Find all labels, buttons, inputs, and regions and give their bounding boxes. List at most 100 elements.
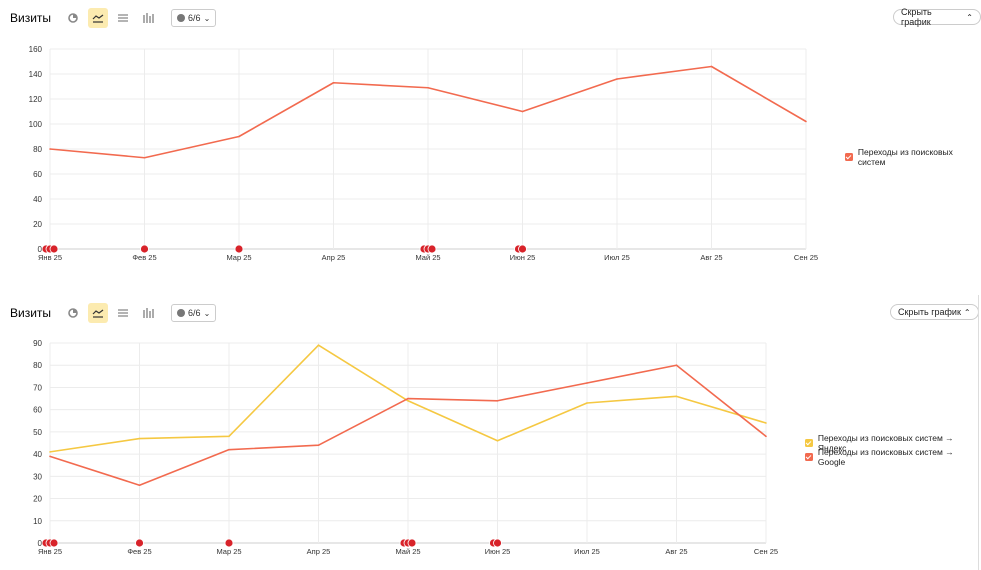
- comment-icon: [177, 14, 186, 22]
- y-tick-label: 70: [33, 383, 42, 392]
- x-tick-label: Июн 25: [485, 547, 511, 556]
- legend-checkbox-icon[interactable]: [805, 453, 813, 461]
- data-point: [496, 439, 499, 442]
- annotation-marker-icon[interactable]: [234, 244, 244, 254]
- data-point: [49, 148, 51, 150]
- data-point: [675, 395, 678, 398]
- legend-item[interactable]: Переходы из поисковых систем: [845, 147, 981, 167]
- x-tick-label: Фев 25: [132, 253, 156, 262]
- hide-chart-button[interactable]: Скрыть график ⌃: [893, 7, 981, 27]
- x-tick-label: Апр 25: [307, 547, 331, 556]
- annotation-marker-icon[interactable]: [493, 538, 502, 548]
- data-point: [49, 455, 51, 458]
- data-point: [805, 120, 807, 123]
- pie-chart-icon[interactable]: [63, 8, 83, 28]
- y-tick-label: 0: [38, 245, 43, 254]
- hide-chart-label: Скрыть график: [898, 307, 961, 317]
- segments-count: 6/6: [188, 308, 201, 318]
- y-tick-label: 80: [33, 145, 42, 154]
- annotation-marker-icon[interactable]: [518, 244, 527, 254]
- chart-svg-2: 0 10 20 30 40 50 60 70 80 90 Янв 25 Фев 25 Мар 25 Апр…: [33, 339, 778, 556]
- annotation-marker-icon[interactable]: [135, 538, 144, 548]
- data-point: [427, 86, 429, 89]
- x-tick-label: Сен 25: [754, 547, 778, 556]
- pie-chart-icon[interactable]: [63, 303, 83, 323]
- y-tick-label: 90: [33, 339, 42, 348]
- x-tick-label: Июн 25: [510, 253, 536, 262]
- y-tick-label: 120: [29, 95, 43, 104]
- segments-dropdown[interactable]: 6/6 ⌄: [171, 9, 217, 27]
- y-tick-label: 10: [33, 517, 42, 526]
- bar-chart-icon[interactable]: [138, 303, 158, 323]
- data-point: [765, 435, 767, 438]
- hide-chart-button[interactable]: Скрыть график ⌃: [890, 304, 979, 320]
- y-tick-label: 0: [38, 539, 43, 548]
- hide-chart-label: Скрыть график: [901, 7, 932, 27]
- x-tick-label: Мар 25: [216, 547, 241, 556]
- chart-svg-1: 0 20 40 60 80 100 120 140 160 Янв 25 Фев 25 Мар 25 А…: [29, 45, 818, 262]
- x-tick-label: Авг 25: [700, 253, 722, 262]
- data-point: [332, 81, 335, 84]
- y-tick-label: 80: [33, 361, 42, 370]
- segments-count: 6/6: [188, 13, 201, 23]
- data-point: [238, 135, 240, 138]
- chevron-down-icon: ⌄: [203, 308, 211, 318]
- legend-checkbox-icon[interactable]: [845, 153, 853, 161]
- x-tick-label: Май 25: [415, 253, 440, 262]
- x-tick-label: Мар 25: [226, 253, 251, 262]
- right-divider: [978, 295, 979, 570]
- data-point: [317, 344, 320, 347]
- chevron-down-icon: ⌄: [203, 13, 211, 23]
- y-tick-label: 100: [29, 120, 43, 129]
- data-point: [407, 399, 409, 402]
- data-point: [228, 435, 230, 438]
- data-point: [675, 364, 678, 367]
- chart-legend: Переходы из поисковых систем: [845, 147, 981, 167]
- x-tick-label: Апр 25: [322, 253, 346, 262]
- y-tick-label: 50: [33, 428, 42, 437]
- chevron-up-icon: ⌃: [966, 12, 973, 22]
- data-point: [317, 444, 320, 447]
- line-chart-icon[interactable]: [88, 303, 109, 323]
- annotation-marker-icon[interactable]: [140, 244, 149, 254]
- comment-icon: [177, 309, 186, 317]
- y-tick-label: 160: [29, 45, 43, 54]
- x-tick-label: Сен 25: [794, 253, 818, 262]
- x-tick-label: Янв 25: [38, 547, 62, 556]
- legend-checkbox-icon[interactable]: [805, 439, 813, 447]
- chevron-up-icon: ⌃: [963, 307, 971, 317]
- chart-title: Визиты: [10, 306, 52, 320]
- data-point: [586, 382, 588, 384]
- data-point: [407, 397, 409, 400]
- data-point: [765, 422, 767, 424]
- data-point: [496, 399, 499, 402]
- data-point: [143, 156, 146, 159]
- data-point: [138, 484, 141, 487]
- bar-chart-icon[interactable]: [138, 8, 158, 28]
- data-point: [49, 451, 51, 453]
- segments-dropdown[interactable]: 6/6 ⌄: [171, 304, 217, 322]
- y-tick-label: 40: [33, 195, 42, 204]
- y-tick-label: 40: [33, 450, 42, 459]
- annotation-marker-icon[interactable]: [49, 538, 59, 548]
- annotation-marker-icon[interactable]: [49, 244, 59, 254]
- chart-toolbar: Визиты 6/6 ⌄: [10, 8, 217, 28]
- area-chart-icon[interactable]: [113, 303, 133, 323]
- x-tick-label: Авг 25: [665, 547, 687, 556]
- x-tick-label: Янв 25: [38, 253, 62, 262]
- chart-toolbar: Визиты 6/6 ⌄: [10, 303, 217, 323]
- area-chart-icon[interactable]: [113, 8, 133, 28]
- annotation-marker-icon[interactable]: [407, 538, 417, 548]
- data-point: [138, 437, 141, 440]
- legend-item[interactable]: Переходы из поисковых систем → Яндекс: [805, 433, 981, 453]
- x-tick-label: Июл 25: [604, 253, 630, 262]
- data-point: [228, 448, 230, 451]
- y-tick-label: 60: [33, 170, 42, 179]
- line-chart-icon[interactable]: [88, 8, 109, 28]
- legend-item[interactable]: Переходы из поисковых систем → Google: [805, 447, 981, 467]
- chart-legend: Переходы из поисковых систем → Яндекс Пе…: [805, 433, 981, 467]
- y-tick-label: 60: [33, 406, 42, 415]
- chart-title: Визиты: [10, 11, 52, 25]
- annotation-marker-icon[interactable]: [427, 244, 437, 254]
- annotation-marker-icon[interactable]: [224, 538, 234, 548]
